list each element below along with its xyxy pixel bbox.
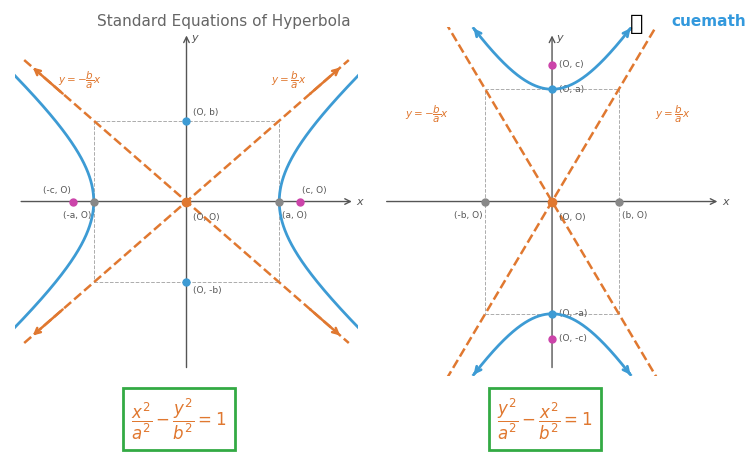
- Text: (O, b): (O, b): [193, 108, 219, 117]
- Text: $y{=}\dfrac{b}{a}x$: $y{=}\dfrac{b}{a}x$: [271, 70, 306, 92]
- Text: (O, -b): (O, -b): [193, 286, 222, 295]
- Text: (O, c): (O, c): [559, 60, 583, 69]
- Text: (a, O): (a, O): [282, 211, 307, 219]
- Text: (O, -c): (O, -c): [559, 334, 586, 343]
- Text: $y{=}\dfrac{b}{a}x$: $y{=}\dfrac{b}{a}x$: [655, 104, 690, 125]
- Text: Standard Equations of Hyperbola: Standard Equations of Hyperbola: [97, 14, 351, 29]
- Text: $y{=}{-}\dfrac{b}{a}x$: $y{=}{-}\dfrac{b}{a}x$: [58, 70, 101, 92]
- Text: (-c, O): (-c, O): [43, 186, 71, 195]
- Text: y: y: [191, 33, 198, 43]
- Text: $y{=}{-}\dfrac{b}{a}x$: $y{=}{-}\dfrac{b}{a}x$: [405, 104, 449, 125]
- Text: (O, -a): (O, -a): [559, 309, 587, 318]
- Text: $\dfrac{x^2}{a^2} - \dfrac{y^2}{b^2} = 1$: $\dfrac{x^2}{a^2} - \dfrac{y^2}{b^2} = 1…: [131, 396, 227, 442]
- Text: (c, O): (c, O): [302, 186, 327, 195]
- Text: cuemath: cuemath: [671, 14, 746, 29]
- Text: y: y: [557, 33, 563, 43]
- Text: x: x: [722, 196, 729, 207]
- Text: (-a, O): (-a, O): [63, 211, 91, 219]
- Text: (O, a): (O, a): [559, 85, 583, 94]
- Text: (b, O): (b, O): [621, 211, 647, 219]
- Text: (-b, O): (-b, O): [454, 211, 483, 219]
- Text: $\dfrac{y^2}{a^2} - \dfrac{x^2}{b^2} = 1$: $\dfrac{y^2}{a^2} - \dfrac{x^2}{b^2} = 1…: [497, 396, 592, 442]
- Text: x: x: [357, 196, 363, 207]
- Text: 🚀: 🚀: [630, 14, 644, 34]
- Text: (O, O): (O, O): [193, 213, 219, 222]
- Text: (O, O): (O, O): [559, 213, 585, 222]
